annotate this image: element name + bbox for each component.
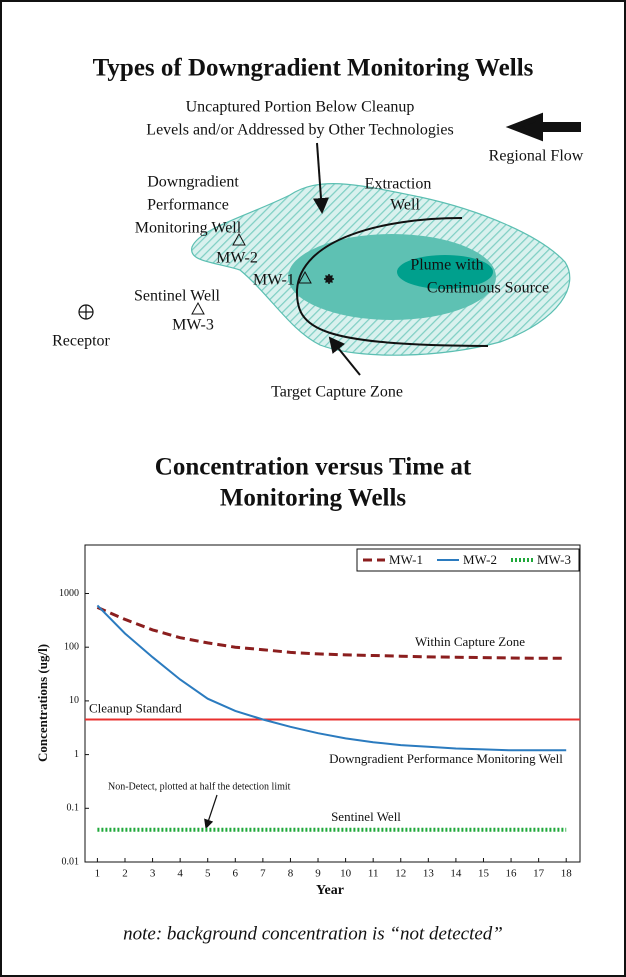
x-tick-label: 4 [177,868,183,880]
capture-zone [295,217,489,347]
x-axis-label: Year [316,883,344,898]
arrow [328,336,361,376]
y-tick-label: 1000 [59,588,79,599]
legend [356,548,580,572]
x-tick-label: 11 [368,868,379,880]
legend-label: MW-2 [463,552,497,567]
x-tick-label: 18 [561,868,573,880]
y-tick-label: 10 [69,695,79,706]
y-tick-label: 100 [64,641,79,652]
chart-title: Concentration versus Time at [155,454,472,481]
receptor-symbol [78,304,94,320]
y-axis-label: Concentrations (ug/l) [35,644,50,762]
legend-label: MW-1 [389,552,423,567]
diagram-title: Types of Downgradient Monitoring Wells [93,55,534,82]
label: Continuous Source [427,280,549,297]
label: Downgradient [147,174,239,191]
x-tick-label: 5 [205,868,211,880]
label: Target Capture Zone [271,384,403,401]
source [397,255,493,289]
arrow [204,794,218,830]
y-tick-label: 0.01 [62,856,80,867]
label: Well [390,197,420,214]
x-tick-label: 6 [233,868,239,880]
chart-title: Monitoring Wells [220,485,407,512]
annotation: Within Capture Zone [415,634,525,649]
arrow [313,142,329,214]
label: MW-3 [172,317,214,334]
x-tick-label: 17 [533,868,545,880]
x-tick-label: 2 [122,868,128,880]
label: Performance [147,197,229,214]
well-symbol [298,270,312,284]
plot-area [84,544,581,863]
x-tick-label: 1 [95,868,101,880]
x-tick-label: 10 [340,868,352,880]
y-tick-label: 0.1 [67,803,80,814]
x-tick-label: 7 [260,868,266,880]
flow-arrow [505,112,581,142]
note: note: background concentration is “not d… [123,923,503,944]
y-tick-label: 1 [74,749,79,760]
x-tick-label: 16 [506,868,518,880]
label: MW-1 [253,272,295,289]
legend-label: MW-3 [537,552,571,567]
label: MW-2 [216,250,258,267]
x-tick-label: 12 [395,868,406,880]
label: Levels and/or Addressed by Other Technol… [146,122,453,139]
annotation: Sentinel Well [331,809,401,824]
x-tick-label: 9 [315,868,321,880]
label: Receptor [52,333,110,350]
label: Sentinel Well [134,288,221,305]
x-tick-label: 8 [288,868,294,880]
x-tick-label: 15 [478,868,490,880]
label: Uncaptured Portion Below Cleanup [186,99,415,116]
well-symbol [232,232,246,246]
annotation: Downgradient Performance Monitoring Well [329,751,563,766]
label: Regional Flow [489,148,584,165]
x-tick-label: 3 [150,868,156,880]
x-tick-label: 13 [423,868,435,880]
reference-label: Cleanup Standard [89,701,182,716]
well-symbol [191,301,205,315]
series-line [96,604,567,752]
label: Plume with [410,257,483,274]
label: Monitoring Well [135,220,242,237]
label: Extraction [365,176,432,193]
extraction-symbol [324,274,334,284]
annotation: Non-Detect, plotted at half the detectio… [108,781,291,792]
x-tick-label: 14 [450,868,462,880]
series-line [96,606,567,660]
